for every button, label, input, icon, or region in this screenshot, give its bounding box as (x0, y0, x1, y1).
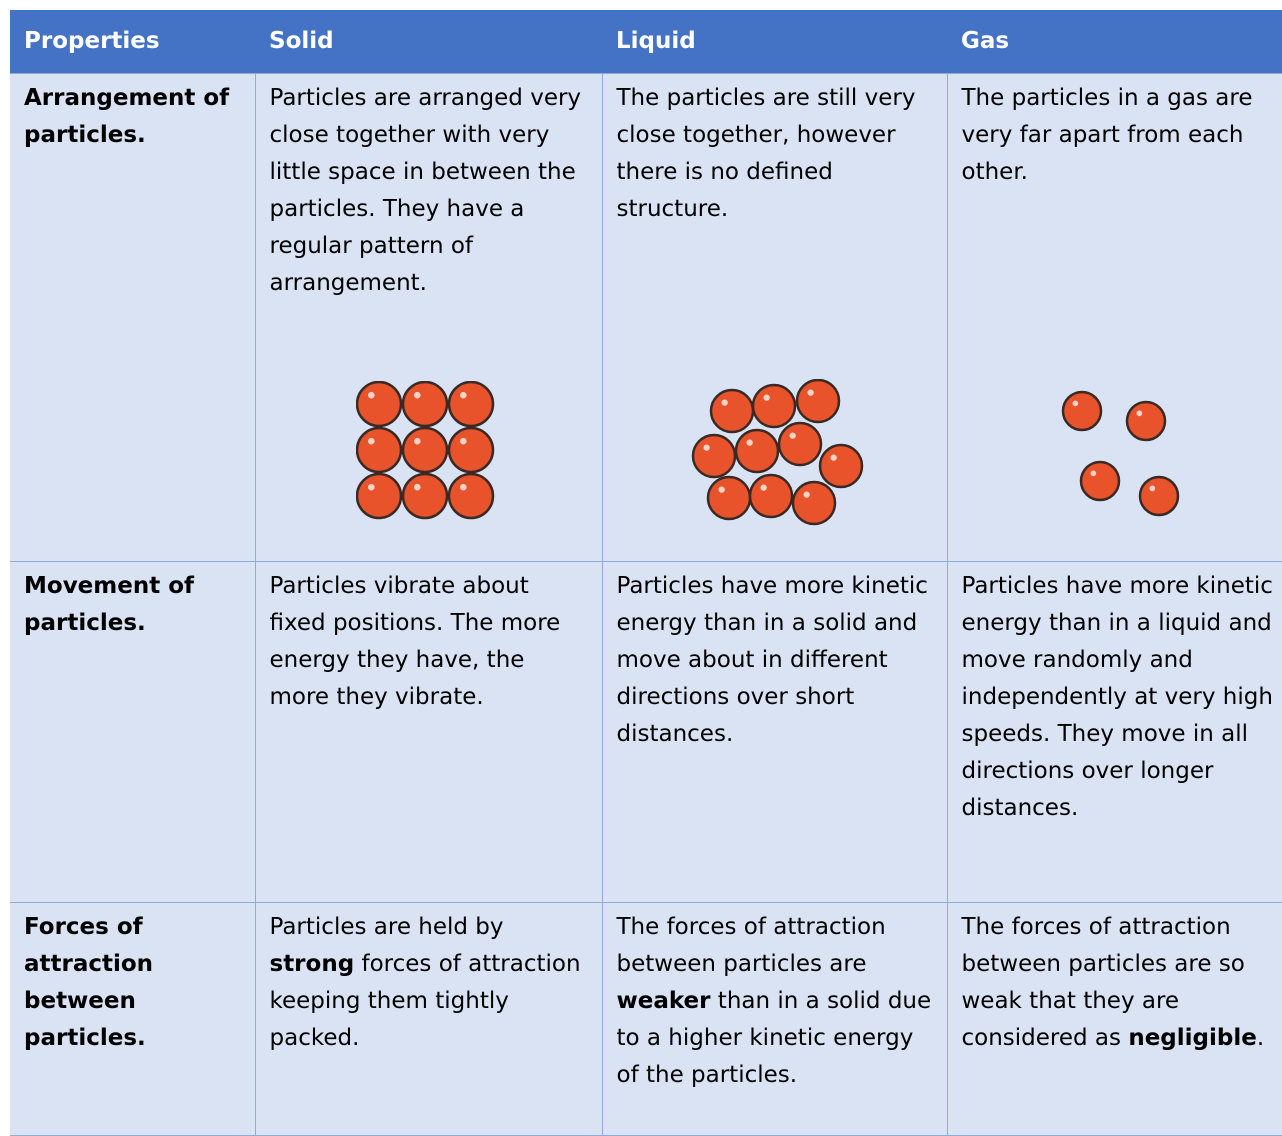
cell: Particles have more kinetic energy than … (601, 561, 948, 903)
particle (1061, 390, 1102, 432)
liquid-particles (691, 379, 863, 526)
particle (691, 433, 736, 479)
highlight (367, 391, 375, 399)
particle (751, 383, 796, 429)
cell-text: than in a solid due to a higher kinetic … (616, 988, 932, 1088)
highlight (746, 439, 753, 446)
solid-particles (355, 381, 494, 520)
highlight (803, 491, 810, 498)
cell: Particles vibrate about fixed positions.… (254, 561, 603, 903)
particle (777, 421, 822, 467)
particle (1125, 400, 1166, 442)
particle (748, 473, 793, 519)
table-row: Arrangement of particles. Particles are a… (10, 73, 1282, 562)
cell: The forces of attraction between particl… (946, 902, 1282, 1136)
header-cell: Gas (947, 10, 1282, 74)
cell-text: Particles have more kinetic energy than … (616, 573, 928, 747)
bold-text: weaker (616, 988, 711, 1014)
cell: The particles are still very close toget… (601, 73, 948, 562)
highlight (459, 437, 467, 445)
highlight (367, 483, 375, 491)
particle (791, 480, 836, 526)
particle (355, 381, 402, 428)
row-label: Movement of particles. (10, 561, 256, 903)
highlight (1072, 400, 1078, 407)
cell-text: The particles are still very close toget… (616, 85, 916, 222)
cell-text: Particles are held by (269, 914, 504, 940)
highlight (1149, 485, 1155, 492)
highlight (413, 483, 421, 491)
cell-text: The forces of attraction between particl… (961, 914, 1245, 1051)
row-label: Arrangement of particles. (10, 73, 256, 562)
particle (818, 443, 863, 489)
particle (401, 426, 448, 474)
particle (401, 472, 448, 520)
cell-text: The particles in a gas are very far apar… (961, 85, 1253, 185)
header-cell: Solid (255, 10, 602, 74)
particle (734, 428, 779, 474)
cell-text: . (1256, 1025, 1265, 1051)
table-body: Arrangement of particles. Particles are a… (10, 73, 1282, 1136)
highlight (703, 444, 710, 451)
cell-text: The forces of attraction between particl… (616, 914, 886, 977)
table-row: Movement of particles. Particles vibrate … (10, 561, 1282, 903)
cell: The particles in a gas are very far apar… (946, 73, 1282, 562)
highlight (789, 432, 796, 439)
highlight (760, 484, 767, 491)
highlight (763, 394, 770, 401)
particle (401, 381, 448, 428)
header-cell: Liquid (602, 10, 947, 74)
table-row: Forces of attraction between particles. P… (10, 902, 1282, 1136)
cell: Particles have more kinetic energy than … (946, 561, 1282, 903)
particle (447, 426, 494, 474)
states-table: Properties Solid Liquid Gas Arrangement of … (10, 10, 1282, 1136)
bold-text: strong (269, 951, 355, 977)
highlight (718, 486, 725, 493)
cell: Particles are held by strong forces of a… (254, 902, 603, 1136)
particle (1138, 475, 1179, 517)
particle (447, 472, 494, 520)
cell: The forces of attraction between particl… (601, 902, 948, 1136)
header-cell: Properties (10, 10, 255, 74)
highlight (807, 389, 814, 396)
particle (355, 426, 402, 474)
highlight (459, 483, 467, 491)
gas-particles (1061, 390, 1179, 517)
highlight (830, 454, 837, 461)
cell-text: Particles vibrate about fixed positions.… (269, 573, 561, 710)
bold-text: negligible (1128, 1025, 1257, 1051)
particle (709, 388, 754, 434)
highlight (459, 391, 467, 399)
cell-text: Particles have more kinetic energy than … (961, 573, 1273, 821)
highlight (413, 437, 421, 445)
cell-text: forces of attraction keeping them tightl… (269, 951, 581, 1051)
particle (447, 381, 494, 428)
particle (795, 379, 840, 424)
header-row: Properties Solid Liquid Gas (10, 10, 1282, 74)
particle (355, 472, 402, 520)
highlight (1136, 410, 1142, 417)
highlight (1090, 470, 1096, 477)
cell: Particles are arranged very close togeth… (254, 73, 603, 562)
particle (1079, 460, 1120, 502)
highlight (367, 437, 375, 445)
cell-text: Particles are arranged very close togeth… (269, 85, 582, 296)
row-label: Forces of attraction between particles. (10, 902, 256, 1136)
highlight (721, 399, 728, 406)
particle (706, 475, 751, 521)
highlight (413, 391, 421, 399)
